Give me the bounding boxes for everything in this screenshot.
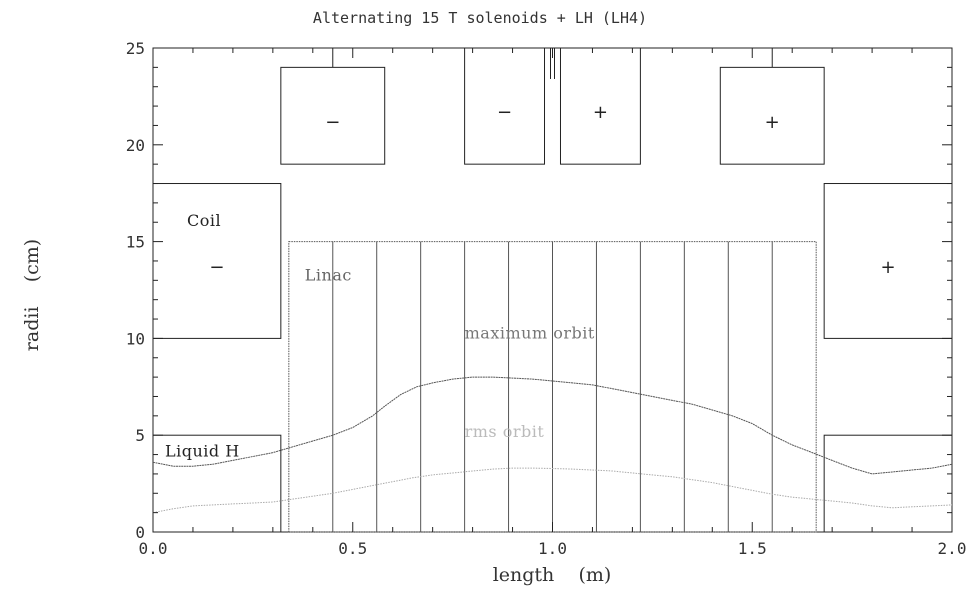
series-line-rms-orbit — [152, 467, 953, 514]
annotation-liquid-h: Liquid H — [165, 441, 240, 460]
x-tick-label: 0.5 — [338, 539, 367, 558]
chart-title: Alternating 15 T solenoids + LH (LH4) — [313, 9, 647, 27]
series-line-maximum-orbit — [152, 376, 953, 475]
x-axis-label: length (m) — [493, 564, 612, 586]
coil-top-2-box — [464, 47, 546, 165]
y-tick-label: 0 — [135, 523, 145, 542]
x-tick-label: 0.0 — [139, 539, 168, 558]
y-tick-label: 20 — [126, 136, 145, 155]
annotations: maximum orbit rms orbit Linac Coil Liquid H — [165, 211, 595, 460]
x-tick-label: 1.0 — [538, 539, 567, 558]
coil-top-3-box — [559, 47, 641, 165]
ticks: 0.0 0.5 1.0 1.5 2.0 0 5 10 15 20 25 — [126, 39, 967, 558]
liquid-h-left-box — [152, 434, 282, 533]
x-tick-label: 2.0 — [938, 539, 967, 558]
y-axis-label: radii (cm) — [21, 239, 43, 351]
y-tick-label: 15 — [126, 233, 145, 252]
y-tick-label: 25 — [126, 39, 145, 58]
series — [152, 376, 953, 514]
components: − − − + + + — [152, 47, 953, 533]
coil-left-sign: − — [209, 257, 224, 278]
annotation-linac: Linac — [305, 265, 352, 284]
y-tick-label: 10 — [126, 329, 145, 348]
annotation-coil: Coil — [187, 211, 221, 230]
coil-top-4-sign: + — [765, 112, 780, 133]
x-tick-label: 1.5 — [738, 539, 767, 558]
coil-top-2-sign: − — [497, 102, 512, 123]
coil-right-sign: + — [881, 257, 896, 278]
y-tick-label: 5 — [135, 426, 145, 445]
coil-top-3-sign: + — [593, 102, 608, 123]
annotation-maximum-orbit: maximum orbit — [465, 323, 595, 342]
coil-top-1-sign: − — [325, 112, 340, 133]
liquid-h-right-box — [823, 434, 953, 533]
annotation-rms-orbit: rms orbit — [465, 422, 545, 441]
